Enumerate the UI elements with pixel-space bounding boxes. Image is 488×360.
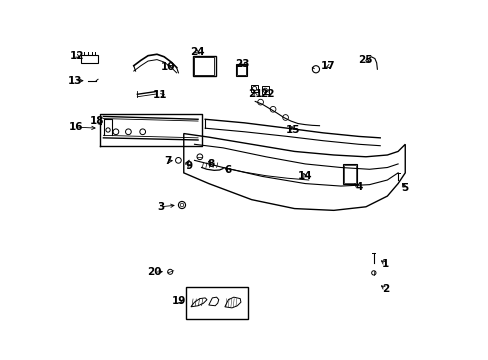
Text: 17: 17 [321,62,335,71]
Text: 16: 16 [68,122,83,132]
Text: 6: 6 [224,165,232,175]
Text: 18: 18 [90,116,104,126]
Text: 4: 4 [354,182,362,192]
Bar [261,86,268,94]
Bar [236,64,246,76]
Text: 23: 23 [235,59,249,69]
Text: 24: 24 [190,47,204,57]
Bar [250,85,258,93]
Text: 21: 21 [247,89,262,99]
Text: 25: 25 [357,55,372,65]
Bar [342,164,356,184]
Bar [237,65,245,75]
Text: 13: 13 [67,76,82,86]
Text: 14: 14 [297,171,312,181]
Text: 11: 11 [153,90,167,100]
Text: 5: 5 [400,183,407,193]
Bar [194,58,214,75]
Text: 9: 9 [185,161,192,171]
Text: 7: 7 [163,156,171,166]
Text: 20: 20 [147,267,162,277]
Bar [343,165,355,183]
Text: 2: 2 [381,284,388,294]
Text: 8: 8 [206,159,214,169]
Text: 10: 10 [160,63,175,72]
Text: 1: 1 [381,259,388,269]
Text: 19: 19 [172,296,186,306]
Bar [81,55,98,63]
Bar [185,287,247,319]
Text: 22: 22 [260,89,274,99]
Text: 15: 15 [285,125,299,135]
Text: 12: 12 [69,51,83,61]
Text: 3: 3 [157,202,164,212]
Bar [192,56,216,76]
